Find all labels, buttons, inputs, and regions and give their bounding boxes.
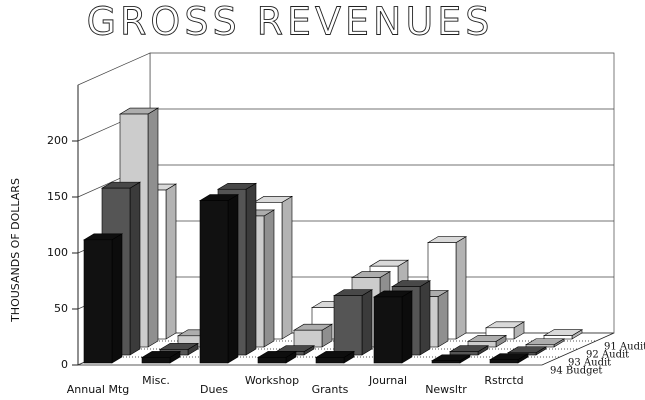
bar-front	[333, 295, 363, 356]
bar-side	[129, 181, 141, 356]
bar-side	[419, 280, 431, 356]
x-tick-label: Newsltr	[425, 383, 467, 396]
bar-front	[293, 329, 323, 348]
bar	[198, 194, 240, 364]
bar	[466, 334, 508, 348]
bar	[256, 350, 298, 364]
bar	[448, 345, 490, 356]
bar	[82, 233, 124, 364]
bar-side	[455, 236, 467, 340]
bar-side	[281, 195, 293, 340]
legend-label: 93 Audit	[568, 358, 611, 369]
bar-front	[315, 357, 345, 364]
bar	[430, 354, 472, 364]
bar	[488, 353, 530, 364]
y-axis-label: THOUSANDS OF DOLLARS	[9, 178, 22, 323]
x-tick-label: Workshop	[245, 374, 299, 387]
x-tick-label: Rstrctd	[484, 374, 523, 387]
x-tick-label: Grants	[312, 383, 349, 396]
bar	[524, 338, 566, 348]
bar-side	[111, 233, 123, 364]
x-tick-label: Journal	[368, 374, 407, 387]
bar-front	[199, 200, 229, 364]
bar-side	[147, 107, 159, 348]
x-tick-label: Misc.	[142, 374, 170, 387]
bar-front	[83, 239, 113, 364]
bar	[372, 290, 414, 364]
bar-side	[437, 290, 449, 348]
bar-side	[401, 290, 413, 364]
bar-front	[257, 357, 287, 364]
bar-front	[141, 357, 171, 364]
bar-side	[245, 182, 257, 356]
bar-front	[431, 360, 461, 364]
legend-label: 92 Audit	[586, 350, 629, 361]
bar-side	[263, 209, 275, 348]
y-tick-label: 150	[47, 190, 68, 203]
legend-label: 91 Audit	[604, 342, 645, 353]
chart-title: GROSS REVENUES	[87, 0, 494, 44]
x-tick-label: Dues	[200, 383, 228, 396]
y-tick-label: 0	[61, 358, 68, 371]
y-tick-label: 50	[54, 302, 68, 315]
bar	[140, 350, 182, 364]
bar-front	[489, 359, 519, 364]
bar	[332, 289, 374, 356]
x-tick-label: Annual Mtg	[67, 383, 130, 396]
y-tick-label: 100	[47, 246, 68, 259]
bar-front	[373, 296, 403, 364]
bar-side	[227, 194, 239, 364]
bar-side	[361, 289, 373, 356]
legend-label: 94 Budget	[550, 366, 602, 377]
bar	[314, 350, 356, 364]
y-tick-label: 200	[47, 134, 68, 147]
bar-side	[165, 183, 177, 340]
bar	[542, 329, 584, 340]
bar	[484, 321, 526, 340]
bar	[292, 323, 334, 348]
